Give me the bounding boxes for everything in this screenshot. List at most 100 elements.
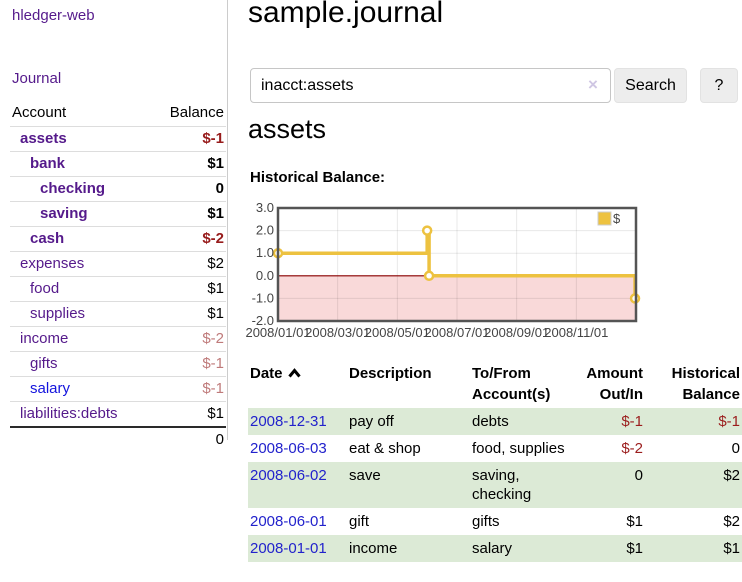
sidebar-divider [227, 0, 228, 440]
svg-text:1.0: 1.0 [256, 245, 274, 260]
register-header-row: Date Description To/From Account(s) Amou… [248, 360, 742, 408]
date-link[interactable]: 2008-06-03 [250, 440, 327, 457]
accounts-header-balance: Balance [169, 104, 224, 121]
search-button[interactable]: Search [614, 68, 687, 103]
main-content: sample.journal × Search ? assets Histori… [245, 0, 742, 582]
balance-value: 0 [151, 176, 226, 202]
account-link-cash[interactable]: cash [30, 230, 65, 247]
amount-cell: 0 [634, 467, 643, 484]
amount-cell: $-1 [621, 413, 643, 430]
account-cell: food, supplies [472, 440, 565, 457]
svg-text:2008/03/01: 2008/03/01 [305, 325, 370, 340]
account-link-gifts[interactable]: gifts [30, 355, 58, 372]
account-row: liabilities:debts $1 [10, 401, 226, 427]
chart-title: Historical Balance: [250, 169, 386, 186]
account-row: assets $-1 [10, 126, 226, 152]
description-cell: pay off [349, 413, 394, 430]
account-row: salary $-1 [10, 376, 226, 402]
register-row: 2008-06-03 eat & shop food, supplies $-2… [248, 435, 742, 462]
svg-text:2008/01/01: 2008/01/01 [245, 325, 310, 340]
balance-value: $1 [151, 276, 226, 302]
balance-cell: $1 [723, 540, 740, 557]
accounts-header-account: Account [12, 104, 67, 121]
historical-balance-chart: $3.0 2.0 1.0 0.0 -1.0 -2.0 2008/01/01 2008/03/0… [245, 200, 644, 350]
column-header-account: To/From Account(s) [472, 365, 551, 403]
description-cell: income [349, 540, 398, 557]
balance-cell: $2 [723, 467, 740, 484]
date-link[interactable]: 2008-06-02 [250, 467, 327, 484]
balance-value: $-1 [151, 376, 226, 402]
account-link-assets[interactable]: assets [20, 130, 67, 147]
account-link-income[interactable]: income [20, 330, 69, 347]
accounts-total-row: 0 [10, 426, 226, 452]
account-row: gifts $-1 [10, 351, 226, 377]
date-link[interactable]: 2008-06-01 [250, 513, 327, 530]
accounts-table: Account Balance assets $-1 bank $1 check… [10, 100, 226, 452]
amount-cell: $1 [626, 540, 643, 557]
column-header-description: Description [349, 365, 432, 382]
search-bar: × Search ? [250, 68, 742, 104]
balance-cell: 0 [731, 440, 740, 457]
svg-text:2008/09/01: 2008/09/01 [484, 325, 549, 340]
search-input[interactable] [250, 68, 611, 103]
amount-cell: $-2 [621, 440, 643, 457]
balance-value: $1 [151, 201, 226, 227]
svg-text:2008/11/01: 2008/11/01 [544, 325, 608, 340]
accounts-header-row: Account Balance [10, 100, 226, 127]
account-link-food[interactable]: food [30, 280, 60, 297]
date-link[interactable]: 2008-01-01 [250, 540, 327, 557]
amount-cell: $1 [626, 513, 643, 530]
account-cell: saving, checking [472, 467, 532, 503]
account-link-saving[interactable]: saving [40, 205, 88, 222]
help-button[interactable]: ? [700, 68, 738, 103]
account-row: checking 0 [10, 176, 226, 202]
balance-value: $-2 [151, 226, 226, 252]
account-row: cash $-2 [10, 226, 226, 252]
account-cell: gifts [472, 513, 500, 530]
column-header-amount: Amount Out/In [586, 365, 643, 403]
description-cell: save [349, 467, 381, 484]
register-row: 2008-06-02 save saving, checking 0 $2 [248, 462, 742, 508]
balance-cell: $-1 [718, 413, 740, 430]
account-heading: assets [248, 114, 327, 144]
account-row: expenses $2 [10, 251, 226, 277]
column-header-balance: Historical Balance [671, 365, 740, 403]
account-link-bank[interactable]: bank [30, 155, 66, 172]
brand-link[interactable]: hledger-web [12, 7, 95, 24]
balance-value: $-1 [151, 351, 226, 377]
register-table: Date Description To/From Account(s) Amou… [248, 360, 742, 562]
balance-value: $1 [151, 401, 226, 427]
svg-text:2.0: 2.0 [256, 223, 274, 238]
page-title: sample.journal [248, 0, 444, 29]
account-row: income $-2 [10, 326, 226, 352]
account-cell: salary [472, 540, 513, 557]
svg-text:2008/07/01: 2008/07/01 [424, 325, 489, 340]
description-cell: gift [349, 513, 370, 530]
sidebar-item-journal[interactable]: Journal [12, 70, 62, 87]
svg-text:-2.0: -2.0 [252, 313, 274, 328]
account-row: supplies $1 [10, 301, 226, 327]
account-link-liabilities-debts[interactable]: liabilities:debts [20, 405, 118, 422]
clear-search-icon[interactable]: × [588, 75, 598, 94]
register-row: 2008-12-31 pay off debts $-1 $-1 [248, 408, 742, 435]
account-link-salary[interactable]: salary [30, 380, 71, 397]
balance-value: $1 [151, 151, 226, 177]
account-cell: debts [472, 413, 509, 430]
account-link-supplies[interactable]: supplies [30, 305, 86, 322]
column-header-date[interactable]: Date [248, 360, 347, 408]
balance-value: $-2 [151, 326, 226, 352]
balance-cell: $2 [723, 513, 740, 530]
svg-text:$: $ [613, 211, 621, 226]
account-link-expenses[interactable]: expenses [20, 255, 85, 272]
chart-canvas: $3.0 2.0 1.0 0.0 -1.0 -2.02008/01/012008/03/0… [245, 200, 641, 340]
balance-value: $1 [151, 301, 226, 327]
sort-asc-icon [287, 368, 301, 378]
balance-value: $-1 [151, 126, 226, 152]
date-link[interactable]: 2008-12-31 [250, 413, 327, 430]
account-link-checking[interactable]: checking [40, 180, 106, 197]
balance-value: $2 [151, 251, 226, 277]
account-row: saving $1 [10, 201, 226, 227]
svg-text:3.0: 3.0 [256, 200, 274, 215]
description-cell: eat & shop [349, 440, 421, 457]
svg-text:2008/05/01: 2008/05/01 [365, 325, 430, 340]
